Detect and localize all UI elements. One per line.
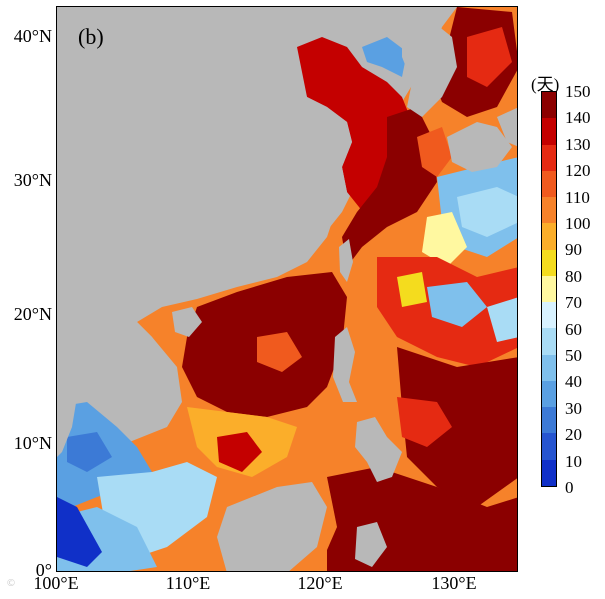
map-plot-area xyxy=(56,6,518,572)
phil-sea-orange xyxy=(397,397,452,447)
hainan-island xyxy=(172,307,202,337)
colorbar-segment xyxy=(542,197,556,224)
sulawesi-island xyxy=(355,522,387,567)
phil-sea-dark xyxy=(397,347,517,507)
colorbar-tick-label: 20 xyxy=(565,425,582,445)
pacific-yellow xyxy=(422,212,467,267)
colorbar-segment xyxy=(542,380,556,408)
colorbar-tick-label: 120 xyxy=(565,161,591,181)
taiwan-island xyxy=(339,239,353,282)
lon-label-130e: 130°E xyxy=(431,573,477,593)
colorbar-tick-label: 60 xyxy=(565,319,582,339)
colorbar-unit: (天) xyxy=(531,75,560,94)
colorbar-tick-label: 70 xyxy=(565,293,582,313)
colorbar-tick-label: 0 xyxy=(565,478,574,497)
panel-label: (b) xyxy=(78,24,104,49)
scs-red-south xyxy=(217,432,262,472)
colorbar-tick-label: 130 xyxy=(565,134,591,154)
lon-label-100e: 100°E xyxy=(33,573,79,593)
borneo-island xyxy=(217,482,327,571)
lat-label-40n: 40°N xyxy=(13,26,52,46)
lat-label-10n: 10°N xyxy=(13,433,52,453)
luzon-island xyxy=(333,327,357,402)
lat-label-20n: 20°N xyxy=(13,304,52,324)
korea-peninsula xyxy=(402,17,457,117)
colorbar-tick-label: 90 xyxy=(565,240,582,260)
indochina-coast xyxy=(57,397,77,457)
japan-kyushu xyxy=(447,122,512,172)
sea-of-japan-hot xyxy=(467,27,512,87)
lat-label-0: 0° xyxy=(35,560,52,580)
colorbar-segment xyxy=(542,144,556,171)
wpac-blue-patch-2 xyxy=(487,297,517,342)
colorbar-tick-label: 50 xyxy=(565,346,582,365)
pacific-light xyxy=(457,187,517,237)
china-mainland xyxy=(57,7,352,412)
colorbar-segment xyxy=(542,354,556,381)
colorbar-segment xyxy=(542,407,556,434)
colorbar-segment xyxy=(542,302,556,329)
lat-label-30n: 30°N xyxy=(13,170,52,190)
colorbar-segment xyxy=(542,459,556,486)
colorbar-segment xyxy=(542,223,556,250)
bohai-blue xyxy=(362,37,407,77)
colorbar-tick-label: 10 xyxy=(565,451,582,471)
lon-label-110e: 110°E xyxy=(165,573,211,593)
colorbar-tick-label: 140 xyxy=(565,108,591,128)
scs-orange-inner xyxy=(257,332,302,372)
colorbar-segment xyxy=(542,118,556,145)
colorbar-tick-label: 110 xyxy=(565,187,590,207)
colorbar-segment xyxy=(542,433,556,460)
colorbar-segment xyxy=(542,92,556,119)
colorbar-tick-label: 40 xyxy=(565,372,582,392)
japan-honshu xyxy=(497,107,517,147)
colorbar-segment xyxy=(542,275,556,303)
philippines-south xyxy=(355,417,402,482)
wpac-yellow xyxy=(397,272,427,307)
colorbar-segment xyxy=(542,170,556,198)
colorbar-tick-label: 150 xyxy=(565,82,591,101)
lon-label-120e: 120°E xyxy=(297,573,343,593)
colorbar-segment xyxy=(542,328,556,355)
colorbar-tick-label: 100 xyxy=(565,214,591,233)
colorbar xyxy=(541,91,557,487)
heatwave-days-map xyxy=(57,7,517,571)
wpac-blue-patch xyxy=(427,282,487,327)
mid-blue-patch xyxy=(67,432,112,472)
colorbar-tick-label: 30 xyxy=(565,398,582,418)
colorbar-segment xyxy=(542,249,556,276)
deep-blue-corner xyxy=(57,497,102,567)
watermark-logo: © xyxy=(6,578,16,589)
colorbar-tick-label: 80 xyxy=(565,266,582,286)
ecs-orange xyxy=(417,127,452,177)
east-china-sea-band xyxy=(342,107,437,267)
